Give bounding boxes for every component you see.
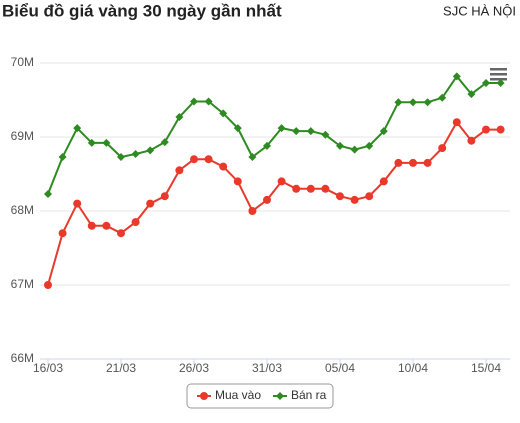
data-point	[496, 78, 505, 87]
data-point	[365, 141, 374, 150]
legend-item[interactable]: Mua vào	[197, 388, 261, 402]
legend-label: Mua vào	[215, 388, 261, 402]
data-point	[263, 195, 271, 204]
data-point	[146, 199, 155, 208]
data-point	[190, 155, 198, 164]
data-point	[131, 218, 140, 227]
data-point	[350, 145, 359, 154]
legend-marker	[200, 392, 208, 400]
data-point	[175, 113, 184, 122]
chart-subtitle: SJC HÀ NỘI	[443, 3, 516, 18]
data-point	[452, 118, 461, 127]
data-point	[204, 97, 213, 106]
x-tick-label: 15/04	[471, 361, 501, 375]
x-tick-label: 10/04	[398, 361, 428, 375]
data-point	[423, 158, 432, 167]
data-point	[117, 229, 125, 238]
y-tick-label: 70M	[11, 55, 34, 69]
data-point	[292, 184, 301, 193]
data-point	[277, 124, 286, 133]
legend-item[interactable]: Bán ra	[273, 388, 327, 402]
menu-button[interactable]	[488, 66, 508, 82]
data-point	[248, 152, 257, 161]
menu-bar	[490, 73, 507, 76]
data-point	[394, 98, 403, 107]
data-point	[219, 109, 228, 118]
menu-bar	[490, 78, 507, 81]
data-point	[467, 90, 476, 99]
data-point	[219, 162, 228, 171]
data-point	[73, 199, 82, 208]
data-point	[146, 146, 155, 155]
data-point	[438, 93, 447, 102]
data-point	[190, 97, 198, 106]
x-tick-label: 05/04	[325, 361, 355, 375]
data-point	[117, 152, 125, 161]
y-tick-label: 67M	[11, 277, 34, 291]
data-point	[58, 152, 67, 161]
data-point	[204, 155, 213, 164]
y-tick-label: 66M	[11, 351, 34, 365]
data-point	[73, 124, 82, 133]
data-point	[160, 138, 169, 147]
data-point	[452, 72, 461, 81]
data-point	[336, 141, 344, 150]
legend-marker	[276, 392, 284, 400]
data-point	[394, 158, 403, 167]
data-point	[292, 127, 301, 136]
y-tick-label: 69M	[11, 129, 34, 143]
y-tick-label: 68M	[11, 203, 34, 217]
data-point	[233, 124, 242, 133]
legend-box	[186, 383, 334, 409]
data-point	[482, 78, 490, 87]
data-point	[44, 281, 52, 289]
data-point	[58, 229, 67, 238]
data-point	[87, 138, 96, 147]
data-point	[350, 195, 359, 204]
menu-bar	[490, 68, 507, 71]
data-point	[496, 125, 505, 134]
data-point	[379, 127, 388, 136]
data-point	[365, 192, 374, 201]
x-tick-label: 26/03	[179, 361, 209, 375]
data-point	[102, 138, 111, 147]
data-point	[438, 144, 447, 153]
data-point	[321, 184, 330, 193]
data-point	[409, 158, 417, 167]
data-point	[277, 177, 286, 186]
x-tick-label: 16/03	[33, 361, 63, 375]
series-line	[47, 120, 501, 286]
data-point	[482, 125, 490, 134]
data-point	[263, 141, 271, 150]
data-point	[306, 184, 315, 193]
data-point	[87, 221, 96, 230]
data-point	[321, 130, 330, 139]
data-point	[44, 189, 52, 198]
series-line	[47, 74, 501, 195]
chart-title: Biểu đồ giá vàng 30 ngày gần nhất	[2, 1, 282, 20]
data-point	[423, 98, 432, 107]
x-tick-label: 21/03	[106, 361, 136, 375]
data-point	[248, 207, 257, 215]
data-point	[379, 177, 388, 186]
data-point	[336, 192, 344, 201]
x-tick-label: 31/03	[252, 361, 282, 375]
data-point	[409, 98, 417, 107]
data-point	[175, 166, 184, 175]
data-point	[131, 150, 140, 159]
data-point	[233, 177, 242, 186]
data-point	[102, 221, 111, 230]
legend-label: Bán ra	[291, 388, 327, 402]
data-point	[160, 192, 169, 201]
data-point	[306, 127, 315, 136]
data-point	[467, 136, 476, 145]
